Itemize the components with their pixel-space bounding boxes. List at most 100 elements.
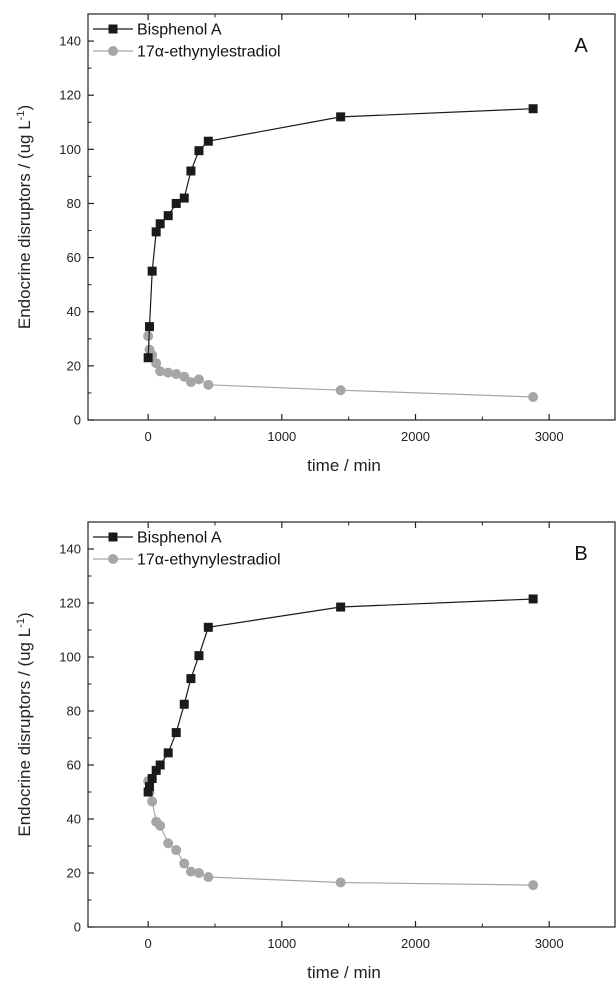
data-point-square: [147, 266, 157, 276]
data-point-circle: [179, 858, 190, 869]
series-ethynylestradiol: [143, 331, 539, 402]
data-point-square: [171, 198, 181, 208]
data-point-circle: [163, 367, 174, 378]
x-tick-label: 0: [145, 429, 152, 444]
data-point-square: [528, 104, 538, 114]
y-tick-label: 120: [59, 596, 81, 611]
data-point-square: [143, 787, 153, 797]
data-point-circle: [179, 371, 190, 382]
legend: Bisphenol A 17α-ethynylestradiol: [93, 22, 281, 61]
y-axis-title-superscript: -1: [15, 111, 27, 121]
data-point-square: [155, 219, 165, 229]
x-tick-label: 2000: [401, 429, 430, 444]
data-point-circle: [147, 796, 158, 807]
legend: Bisphenol A 17α-ethynylestradiol: [93, 530, 281, 569]
data-point-square: [144, 782, 154, 792]
x-tick-label: 1000: [267, 936, 296, 951]
panel-label: A: [574, 35, 588, 57]
y-tick-label: 80: [67, 196, 81, 211]
data-point-square: [528, 594, 538, 604]
data-point-square: [155, 760, 165, 770]
data-point-square: [179, 193, 189, 203]
data-point-square: [151, 227, 161, 237]
data-point-square: [203, 622, 213, 632]
data-point-circle: [193, 868, 204, 878]
x-tick-label: 3000: [535, 936, 564, 951]
data-point-circle: [528, 391, 539, 402]
legend-marker-square: [108, 24, 118, 34]
y-tick-label: 60: [67, 250, 81, 265]
data-point-circle: [163, 838, 174, 849]
data-point-square: [144, 322, 154, 332]
chart-panel-a: 0 20 40 60 80 100 120 140 0 1000 2000 3000 time / mi…: [15, 13, 616, 475]
data-point-circle: [171, 845, 182, 856]
data-point-square: [186, 166, 196, 176]
y-tick-label: 0: [74, 413, 81, 428]
legend-label: Bisphenol A: [137, 22, 222, 39]
series-bisphenol-a: [143, 594, 538, 797]
legend-marker-circle: [108, 554, 118, 564]
y-axis-title: Endocrine disruptors / (ug L-1): [15, 612, 34, 836]
y-axis-title-close: ): [15, 612, 34, 618]
data-point-square: [163, 748, 173, 758]
legend-label: 17α-ethynylestradiol: [137, 44, 281, 61]
y-axis-title-superscript: -1: [15, 618, 27, 628]
series-line: [147, 781, 534, 886]
data-point-circle: [193, 374, 204, 385]
data-point-circle: [335, 385, 346, 396]
legend-marker-circle: [108, 46, 118, 56]
panel-label: B: [574, 543, 587, 565]
y-axis-title-main: Endocrine disruptors / (ug L: [15, 628, 34, 837]
x-tick-label: 2000: [401, 936, 430, 951]
data-point-circle: [143, 331, 154, 342]
y-tick-label: 20: [67, 866, 81, 881]
data-point-square: [336, 112, 346, 122]
data-point-circle: [155, 820, 166, 831]
data-point-square: [336, 602, 346, 612]
legend-marker-square: [108, 532, 118, 542]
data-point-square: [163, 211, 173, 221]
y-tick-label: 40: [67, 812, 81, 827]
x-tick-label: 1000: [267, 429, 296, 444]
series-bisphenol-a: [143, 104, 538, 363]
y-tick-label: 80: [67, 704, 81, 719]
data-point-circle: [185, 377, 196, 388]
y-tick-label: 100: [59, 142, 81, 157]
data-point-circle: [203, 872, 214, 883]
data-point-circle: [528, 880, 539, 891]
series-line: [147, 108, 534, 358]
data-point-square: [203, 136, 213, 146]
data-point-circle: [171, 368, 182, 379]
data-point-square: [179, 699, 189, 709]
data-point-square: [151, 765, 161, 775]
x-tick-label: 3000: [535, 429, 564, 444]
data-point-circle: [185, 866, 196, 877]
series-ethynylestradiol: [143, 776, 539, 891]
x-tick-label: 0: [145, 936, 152, 951]
y-axis-title-main: Endocrine disruptors / (ug L: [15, 120, 34, 329]
y-axis-title: Endocrine disruptors / (ug L-1): [15, 105, 34, 329]
plot-frame: [87, 13, 616, 421]
data-point-square: [186, 674, 196, 684]
y-tick-label: 20: [67, 358, 81, 373]
plot-frame: [87, 521, 616, 928]
data-point-circle: [151, 358, 162, 369]
y-tick-label: 140: [59, 34, 81, 49]
data-point-circle: [335, 877, 346, 888]
chart-panel-b: 0 20 40 60 80 100 120 140 0 1000 2000 3000 time / mi…: [15, 521, 616, 982]
y-tick-label: 60: [67, 758, 81, 773]
y-tick-label: 100: [59, 650, 81, 665]
y-tick-label: 120: [59, 88, 81, 103]
x-axis-title: time / min: [307, 963, 381, 982]
data-point-circle: [155, 366, 166, 377]
legend-label: 17α-ethynylestradiol: [137, 552, 281, 569]
data-point-square: [147, 774, 157, 783]
y-tick-label: 40: [67, 304, 81, 319]
data-point-square: [143, 353, 153, 363]
y-tick-label: 0: [74, 920, 81, 935]
y-tick-label: 140: [59, 542, 81, 557]
y-axis-title-close: ): [15, 105, 34, 111]
data-point-square: [194, 146, 204, 156]
x-axis-title: time / min: [307, 456, 381, 475]
